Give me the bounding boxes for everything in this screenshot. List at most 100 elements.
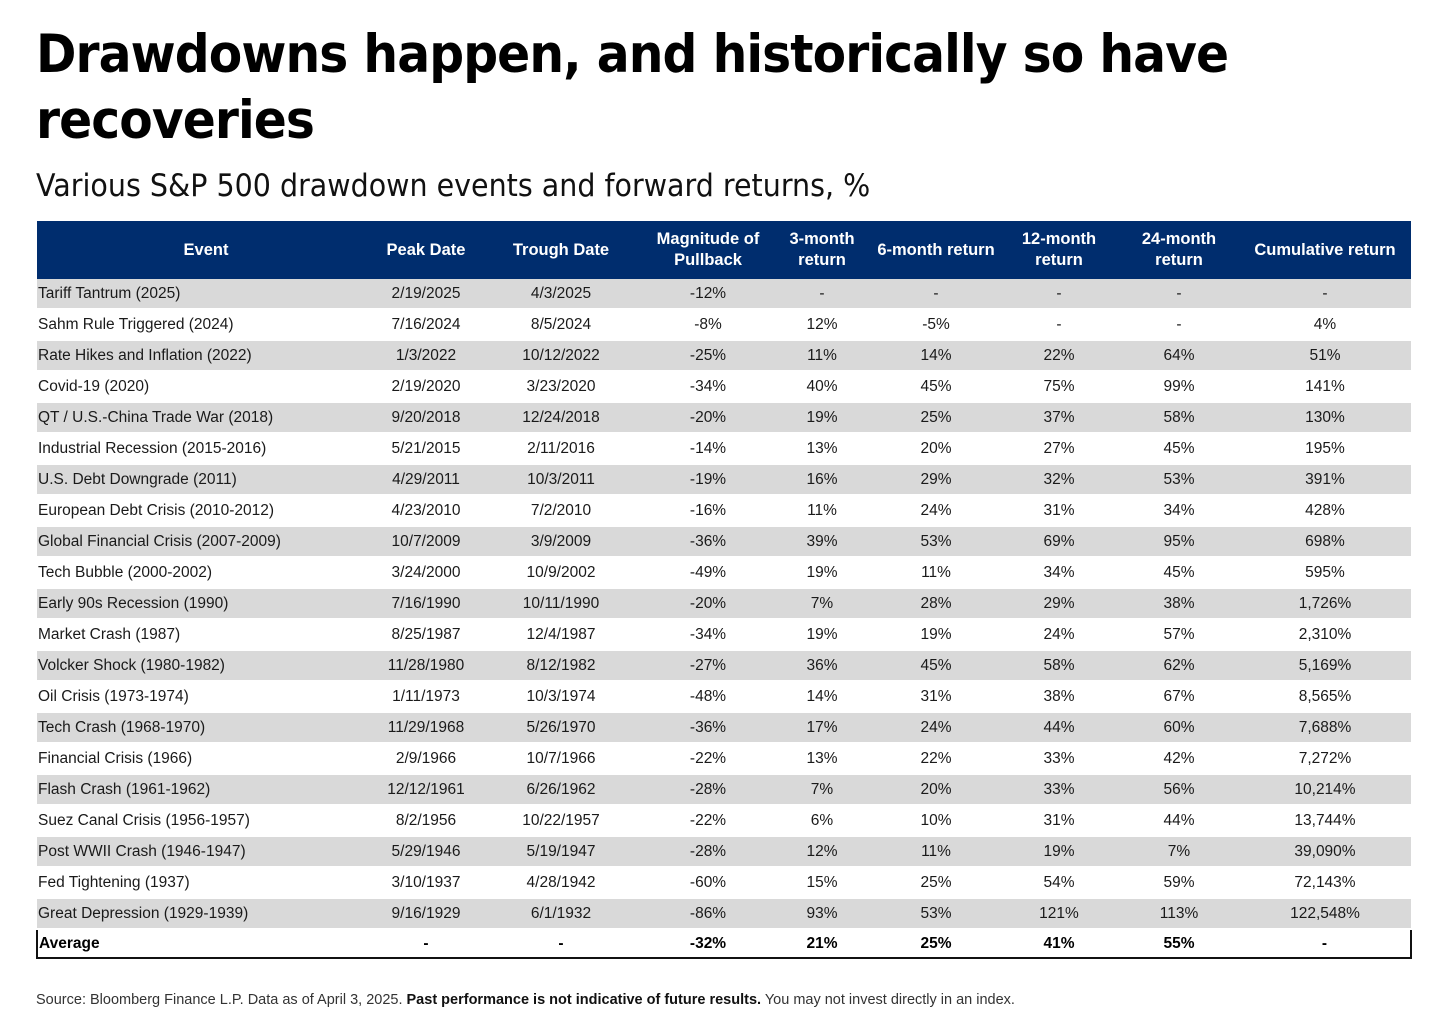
table-cell: 6/1/1932	[477, 898, 645, 930]
table-cell: 595%	[1239, 557, 1411, 589]
table-cell: 32%	[999, 464, 1119, 496]
event-name-cell: Great Depression (1929-1939)	[37, 898, 375, 930]
event-name-cell: Early 90s Recession (1990)	[37, 588, 375, 620]
table-cell: 12/4/1987	[477, 619, 645, 651]
table-cell: 14%	[771, 681, 873, 713]
table-cell: 19%	[999, 836, 1119, 868]
table-cell: -	[1119, 279, 1239, 310]
table-cell: 39,090%	[1239, 836, 1411, 868]
event-name-cell: Rate Hikes and Inflation (2022)	[37, 340, 375, 372]
table-cell: 20%	[873, 433, 999, 465]
table-cell: 11%	[771, 495, 873, 527]
table-cell: 3/24/2000	[375, 557, 477, 589]
event-name-cell: Financial Crisis (1966)	[37, 743, 375, 775]
table-cell: 7%	[771, 588, 873, 620]
column-header: Cumulative return	[1239, 221, 1411, 279]
table-row: Tech Crash (1968-1970) 11/29/1968 5/26/197…	[37, 712, 1411, 744]
table-cell: 130%	[1239, 402, 1411, 434]
table-cell: -34%	[645, 371, 771, 403]
table-header-row: Event Peak Date Trough Date Magnitude of…	[37, 221, 1411, 279]
table-cell: 141%	[1239, 371, 1411, 403]
table-cell: 6%	[771, 805, 873, 837]
table-cell: 58%	[999, 650, 1119, 682]
table-cell: 67%	[1119, 681, 1239, 713]
table-cell: -36%	[645, 526, 771, 558]
table-cell: 53%	[873, 526, 999, 558]
table-cell: 8/2/1956	[375, 805, 477, 837]
table-cell: 45%	[1119, 557, 1239, 589]
column-header: Peak Date	[375, 221, 477, 279]
table-cell: 20%	[873, 774, 999, 806]
table-cell: -14%	[645, 433, 771, 465]
table-cell: 10%	[873, 805, 999, 837]
table-cell: 28%	[873, 588, 999, 620]
table-cell: 17%	[771, 712, 873, 744]
table-cell: 44%	[999, 712, 1119, 744]
table-cell: 31%	[873, 681, 999, 713]
source-footnote: Source: Bloomberg Finance L.P. Data as o…	[36, 992, 1015, 1008]
table-cell: 9/20/2018	[375, 402, 477, 434]
table-cell: 38%	[999, 681, 1119, 713]
table-cell: -20%	[645, 402, 771, 434]
table-row: Post WWII Crash (1946-1947) 5/29/1946 5/19…	[37, 836, 1411, 868]
event-name-cell: Tech Crash (1968-1970)	[37, 712, 375, 744]
table-cell: 7,272%	[1239, 743, 1411, 775]
table-cell: 8,565%	[1239, 681, 1411, 713]
table-cell: 41%	[999, 928, 1119, 959]
table-cell: 40%	[771, 371, 873, 403]
table-cell: 7,688%	[1239, 712, 1411, 744]
table-cell: 8/5/2024	[477, 309, 645, 341]
table-cell: 1/3/2022	[375, 340, 477, 372]
table-row: Volcker Shock (1980-1982) 11/28/1980 8/12/…	[37, 650, 1411, 682]
table-row: Global Financial Crisis (2007-2009) 10/7/…	[37, 526, 1411, 558]
event-name-cell: Fed Tightening (1937)	[37, 867, 375, 899]
event-name-cell: Industrial Recession (2015-2016)	[37, 433, 375, 465]
table-cell: 5/21/2015	[375, 433, 477, 465]
table-cell: 10/22/1957	[477, 805, 645, 837]
table-cell: 10/9/2002	[477, 557, 645, 589]
table-cell: -32%	[645, 928, 771, 959]
table-cell: -22%	[645, 805, 771, 837]
table-cell: 428%	[1239, 495, 1411, 527]
table-cell: 16%	[771, 464, 873, 496]
table-cell: 7%	[1119, 836, 1239, 868]
table-row: Market Crash (1987) 8/25/1987 12/4/1987 -34…	[37, 619, 1411, 651]
table-cell: 24%	[999, 619, 1119, 651]
table-cell: 11/28/1980	[375, 650, 477, 682]
table-cell: 62%	[1119, 650, 1239, 682]
table-cell: 7/2/2010	[477, 495, 645, 527]
table-cell: -34%	[645, 619, 771, 651]
table-cell: 4/29/2011	[375, 464, 477, 496]
event-name-cell: Average	[36, 928, 375, 959]
table-cell: 72,143%	[1239, 867, 1411, 899]
table-cell: 15%	[771, 867, 873, 899]
table-cell: 3/23/2020	[477, 371, 645, 403]
table-cell: 4%	[1239, 309, 1411, 341]
table-row: Great Depression (1929-1939) 9/16/1929 6/1…	[37, 898, 1411, 930]
table-cell: 24%	[873, 712, 999, 744]
table-cell: 21%	[771, 928, 873, 959]
table-cell: 33%	[999, 743, 1119, 775]
disclaimer-text: Past performance is not indicative of fu…	[406, 992, 762, 1008]
table-cell: 24%	[873, 495, 999, 527]
event-name-cell: Covid-19 (2020)	[37, 371, 375, 403]
table-cell: -86%	[645, 898, 771, 930]
table-cell: 11%	[873, 836, 999, 868]
table-cell: 29%	[873, 464, 999, 496]
table-cell: -	[375, 928, 477, 959]
table-cell: 25%	[873, 867, 999, 899]
table-row: Covid-19 (2020) 2/19/2020 3/23/2020 -34% 40%…	[37, 371, 1411, 403]
table-cell: 5/26/1970	[477, 712, 645, 744]
table-cell: 27%	[999, 433, 1119, 465]
table-cell: 13%	[771, 433, 873, 465]
column-header: 6-month return	[873, 221, 999, 279]
column-header: 12-month return	[999, 221, 1119, 279]
table-cell: -	[477, 928, 645, 959]
table-cell: -22%	[645, 743, 771, 775]
table-cell: 195%	[1239, 433, 1411, 465]
table-cell: 58%	[1119, 402, 1239, 434]
event-name-cell: Post WWII Crash (1946-1947)	[37, 836, 375, 868]
table-cell: 99%	[1119, 371, 1239, 403]
table-cell: 19%	[771, 402, 873, 434]
table-cell: 54%	[999, 867, 1119, 899]
